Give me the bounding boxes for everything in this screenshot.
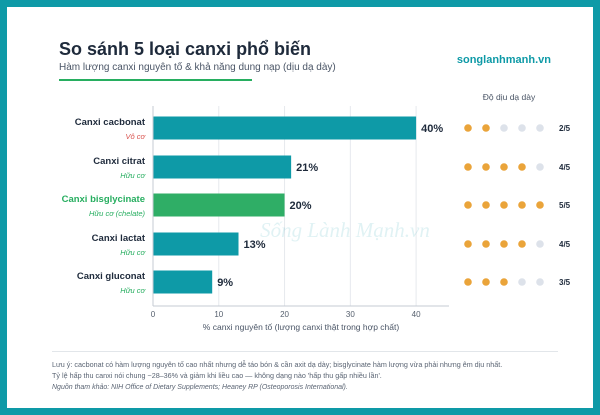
rating-dot-filled	[536, 201, 544, 209]
rating-dot-filled	[464, 201, 472, 209]
rating-dot-empty	[518, 278, 526, 286]
rating-dot-filled	[482, 124, 490, 132]
bar-value-label: 9%	[217, 277, 233, 289]
bar-value-label: 13%	[244, 239, 266, 251]
rating-dot-empty	[536, 163, 544, 171]
rating-score: 5/5	[559, 201, 571, 210]
rating-dot-filled	[500, 240, 508, 248]
rating-dot-filled	[482, 278, 490, 286]
rating-dot-filled	[464, 124, 472, 132]
category-type-label: Hữu cơ	[120, 286, 146, 295]
page-title: So sánh 5 loại canxi phổ biến	[59, 39, 312, 59]
labels-layer: 40% Canxi cacbonat Vô cơ 21% Canxi citrat Hữu…	[62, 117, 444, 295]
bars-layer	[153, 116, 417, 294]
category-type-label: Hữu cơ	[120, 171, 146, 180]
bar	[153, 116, 417, 140]
rating-score: 4/5	[559, 163, 571, 172]
title-underline	[59, 79, 252, 81]
bar	[153, 193, 285, 217]
rating-dot-filled	[464, 240, 472, 248]
tolerance-title: Độ dịu dạ dày	[483, 92, 536, 102]
rating-dot-filled	[464, 278, 472, 286]
rating-dot-empty	[518, 124, 526, 132]
rating-dot-empty	[536, 240, 544, 248]
bar-value-label: 40%	[421, 123, 443, 135]
source-note: Nguồn tham khảo: NIH Office of Dietary S…	[52, 384, 348, 391]
x-tick-label: 10	[214, 310, 223, 319]
x-tick-label: 40	[412, 310, 421, 319]
x-tick-label: 30	[346, 310, 355, 319]
category-label: Canxi gluconat	[77, 271, 146, 282]
rating-dot-empty	[500, 124, 508, 132]
x-tick-label: 20	[280, 310, 289, 319]
rating-dot-filled	[500, 278, 508, 286]
rating-dot-filled	[518, 201, 526, 209]
rating-score: 2/5	[559, 124, 571, 133]
category-label: Canxi cacbonat	[75, 117, 146, 128]
footnote: Lưu ý: cacbonat có hàm lượng nguyên tố c…	[52, 359, 502, 381]
bar	[153, 270, 213, 294]
bar-value-label: 20%	[290, 200, 312, 212]
x-axis-label: % canxi nguyên tố (lượng canxi thật tron…	[203, 322, 400, 332]
category-type-label: Hữu cơ (chelate)	[89, 209, 145, 218]
tolerance-layer: Độ dịu dạ dày 2/5 4/5 5/5 4/5 3/5	[464, 92, 571, 287]
rating-score: 4/5	[559, 240, 571, 249]
axis-layer: 0 10 20 30 40 % canxi nguyên tố (lượng canxi …	[151, 106, 449, 332]
rating-dot-filled	[482, 240, 490, 248]
rating-dot-filled	[518, 163, 526, 171]
category-label: Canxi lactat	[92, 233, 146, 244]
footnote-line-1: Lưu ý: cacbonat có hàm lượng nguyên tố c…	[52, 360, 503, 369]
rating-dot-filled	[500, 201, 508, 209]
category-type-label: Vô cơ	[125, 132, 146, 141]
rating-dot-filled	[500, 163, 508, 171]
x-tick-label: 0	[151, 310, 156, 319]
footer-divider	[52, 351, 558, 352]
category-label: Canxi bisglycinate	[62, 194, 145, 205]
rating-dot-empty	[536, 278, 544, 286]
rating-dot-empty	[536, 124, 544, 132]
rating-dot-filled	[464, 163, 472, 171]
rating-dot-filled	[482, 163, 490, 171]
category-label: Canxi citrat	[93, 156, 146, 167]
rating-score: 3/5	[559, 278, 571, 287]
category-type-label: Hữu cơ	[120, 248, 146, 257]
bar-value-label: 21%	[296, 162, 318, 174]
bar	[153, 232, 239, 256]
rating-dot-filled	[518, 240, 526, 248]
page-subtitle: Hàm lượng canxi nguyên tố & khả năng dun…	[59, 62, 336, 73]
bar	[153, 155, 292, 179]
rating-dot-filled	[482, 201, 490, 209]
brand-link[interactable]: songlanhmanh.vn	[456, 54, 551, 66]
watermark: Sống Lành Mạnh.vn	[260, 218, 430, 242]
footnote-line-2: Tỷ lệ hấp thu canxi nói chung ~28–36% và…	[52, 371, 382, 380]
